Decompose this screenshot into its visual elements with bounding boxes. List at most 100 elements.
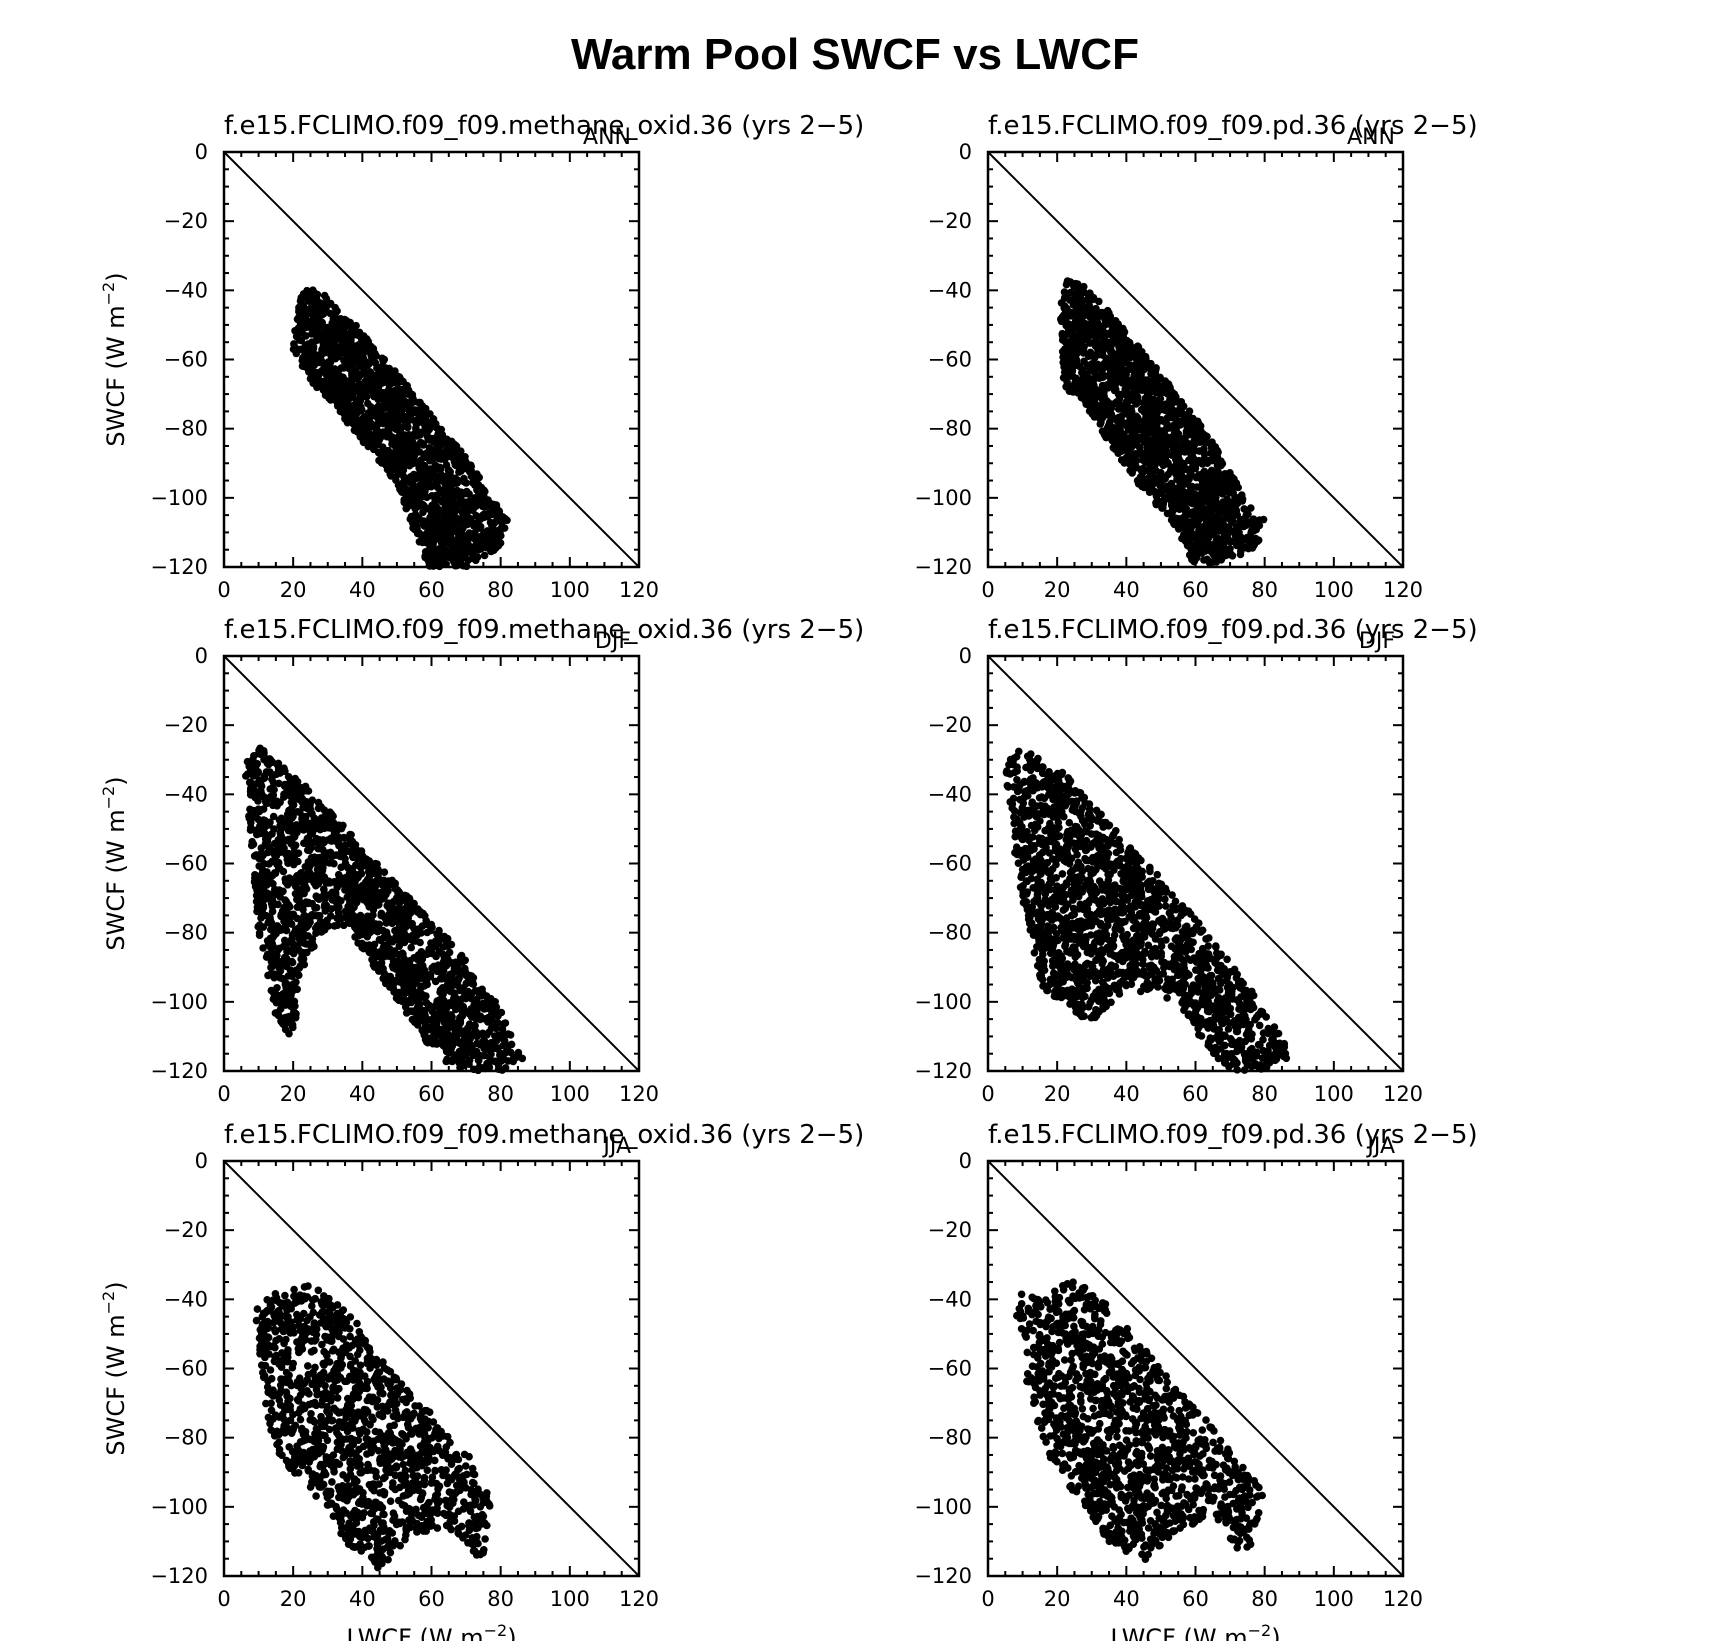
scatter-point [320, 329, 329, 337]
scatter-point [1226, 477, 1235, 485]
scatter-point [1196, 458, 1204, 466]
scatter-point [1209, 469, 1217, 478]
scatter-point [388, 418, 397, 427]
scatter-point [1231, 532, 1240, 540]
scatter-point [1136, 367, 1145, 376]
scatter-point [1147, 370, 1155, 378]
x-tick-label: 120 [1383, 578, 1423, 602]
x-tick-label: 80 [487, 1082, 514, 1106]
season-label: DJF [595, 629, 631, 654]
scatter-point [1077, 344, 1086, 353]
scatter-point [428, 481, 437, 490]
scatter-point [1259, 515, 1268, 524]
y-tick-label: 0 [195, 644, 208, 668]
scatter-point [1118, 347, 1126, 355]
scatter-point [1212, 558, 1221, 566]
scatter-point [1105, 423, 1114, 431]
scatter-point [460, 539, 469, 548]
x-tick-label: 20 [1044, 578, 1071, 602]
scatter-point [310, 326, 318, 335]
y-tick-label: −20 [164, 713, 208, 737]
x-tick-label: 40 [349, 578, 376, 602]
scatter-point [1090, 329, 1098, 338]
scatter-point [1084, 297, 1093, 305]
scatter-point [1067, 326, 1075, 334]
scatter-point [338, 391, 346, 400]
scatter-point [1207, 443, 1216, 452]
scatter-point [418, 478, 426, 486]
scatter-point [333, 343, 342, 352]
scatter-point [1108, 383, 1116, 391]
scatter-point [407, 943, 416, 952]
scatter-point [1247, 504, 1255, 512]
scatter-point [329, 378, 338, 387]
x-tick-label: 60 [418, 578, 445, 602]
scatter-point [1133, 395, 1141, 404]
scatter-point [428, 923, 436, 931]
scatter-point [428, 492, 436, 500]
scatter-point [1114, 320, 1122, 329]
scatter-point [442, 552, 451, 561]
scatter-point [1168, 465, 1176, 473]
scatter-point [305, 317, 314, 326]
scatter-point [432, 506, 441, 514]
scatter-point [1119, 433, 1127, 442]
scatter-point [454, 553, 463, 561]
scatter-point [1117, 456, 1126, 464]
scatter-point [1085, 389, 1094, 398]
scatter-point [392, 933, 400, 941]
scatter-point [352, 321, 360, 330]
y-axis-label-text: SWCF (W m [102, 809, 130, 950]
scatter-point [1136, 374, 1144, 383]
scatter-point [425, 444, 434, 452]
scatter-point [344, 345, 353, 354]
scatter-point [1237, 547, 1245, 555]
scatter-point [1176, 462, 1185, 471]
scatter-point [1097, 308, 1106, 317]
scatter-point [429, 539, 438, 547]
scatter-point [1170, 421, 1178, 429]
scatter-point [1107, 331, 1116, 340]
scatter-point [1125, 458, 1133, 467]
y-tick-label: −120 [150, 1059, 208, 1083]
scatter-point [479, 502, 488, 510]
scatter-point [1140, 427, 1149, 436]
y-tick-label: −40 [928, 278, 972, 302]
scatter-point [452, 442, 461, 451]
scatter-point [1057, 299, 1066, 307]
scatter-point [1197, 508, 1205, 517]
y-tick-label: 0 [195, 140, 208, 164]
x-tick-label: 120 [619, 578, 659, 602]
scatter-point [1156, 489, 1165, 498]
scatter-point [339, 323, 348, 331]
scatter-point [1168, 442, 1177, 450]
scatter-point [346, 381, 354, 389]
scatter-point [373, 405, 381, 414]
scatter-point [288, 957, 296, 966]
scatter-point [318, 322, 327, 331]
scatter-point [1195, 525, 1203, 534]
scatter-point [1165, 434, 1174, 443]
scatter-point [1209, 550, 1217, 558]
scatter-point [490, 526, 498, 534]
scatter-point [1062, 383, 1070, 391]
scatter-point [1221, 470, 1229, 478]
scatter-panel: f.e15.FCLIMO.f09_f09.methane_oxid.36 (yr… [99, 615, 864, 1106]
scatter-point [446, 496, 455, 504]
scatter-point [1165, 381, 1173, 390]
scatter-point [311, 904, 319, 912]
scatter-point [1153, 387, 1161, 395]
scatter-point [1217, 539, 1225, 547]
scatter-point [349, 401, 358, 410]
scatter-point [1153, 380, 1161, 388]
scatter-point [1231, 504, 1239, 512]
scatter-point [387, 472, 395, 480]
scatter-point [408, 514, 417, 522]
scatter-point [437, 455, 445, 463]
scatter-point [414, 492, 422, 501]
scatter-point [1109, 444, 1118, 452]
scatter-point [417, 439, 426, 447]
scatter-point [1132, 457, 1141, 465]
x-tick-label: 80 [487, 578, 514, 602]
scatter-point [298, 356, 307, 365]
